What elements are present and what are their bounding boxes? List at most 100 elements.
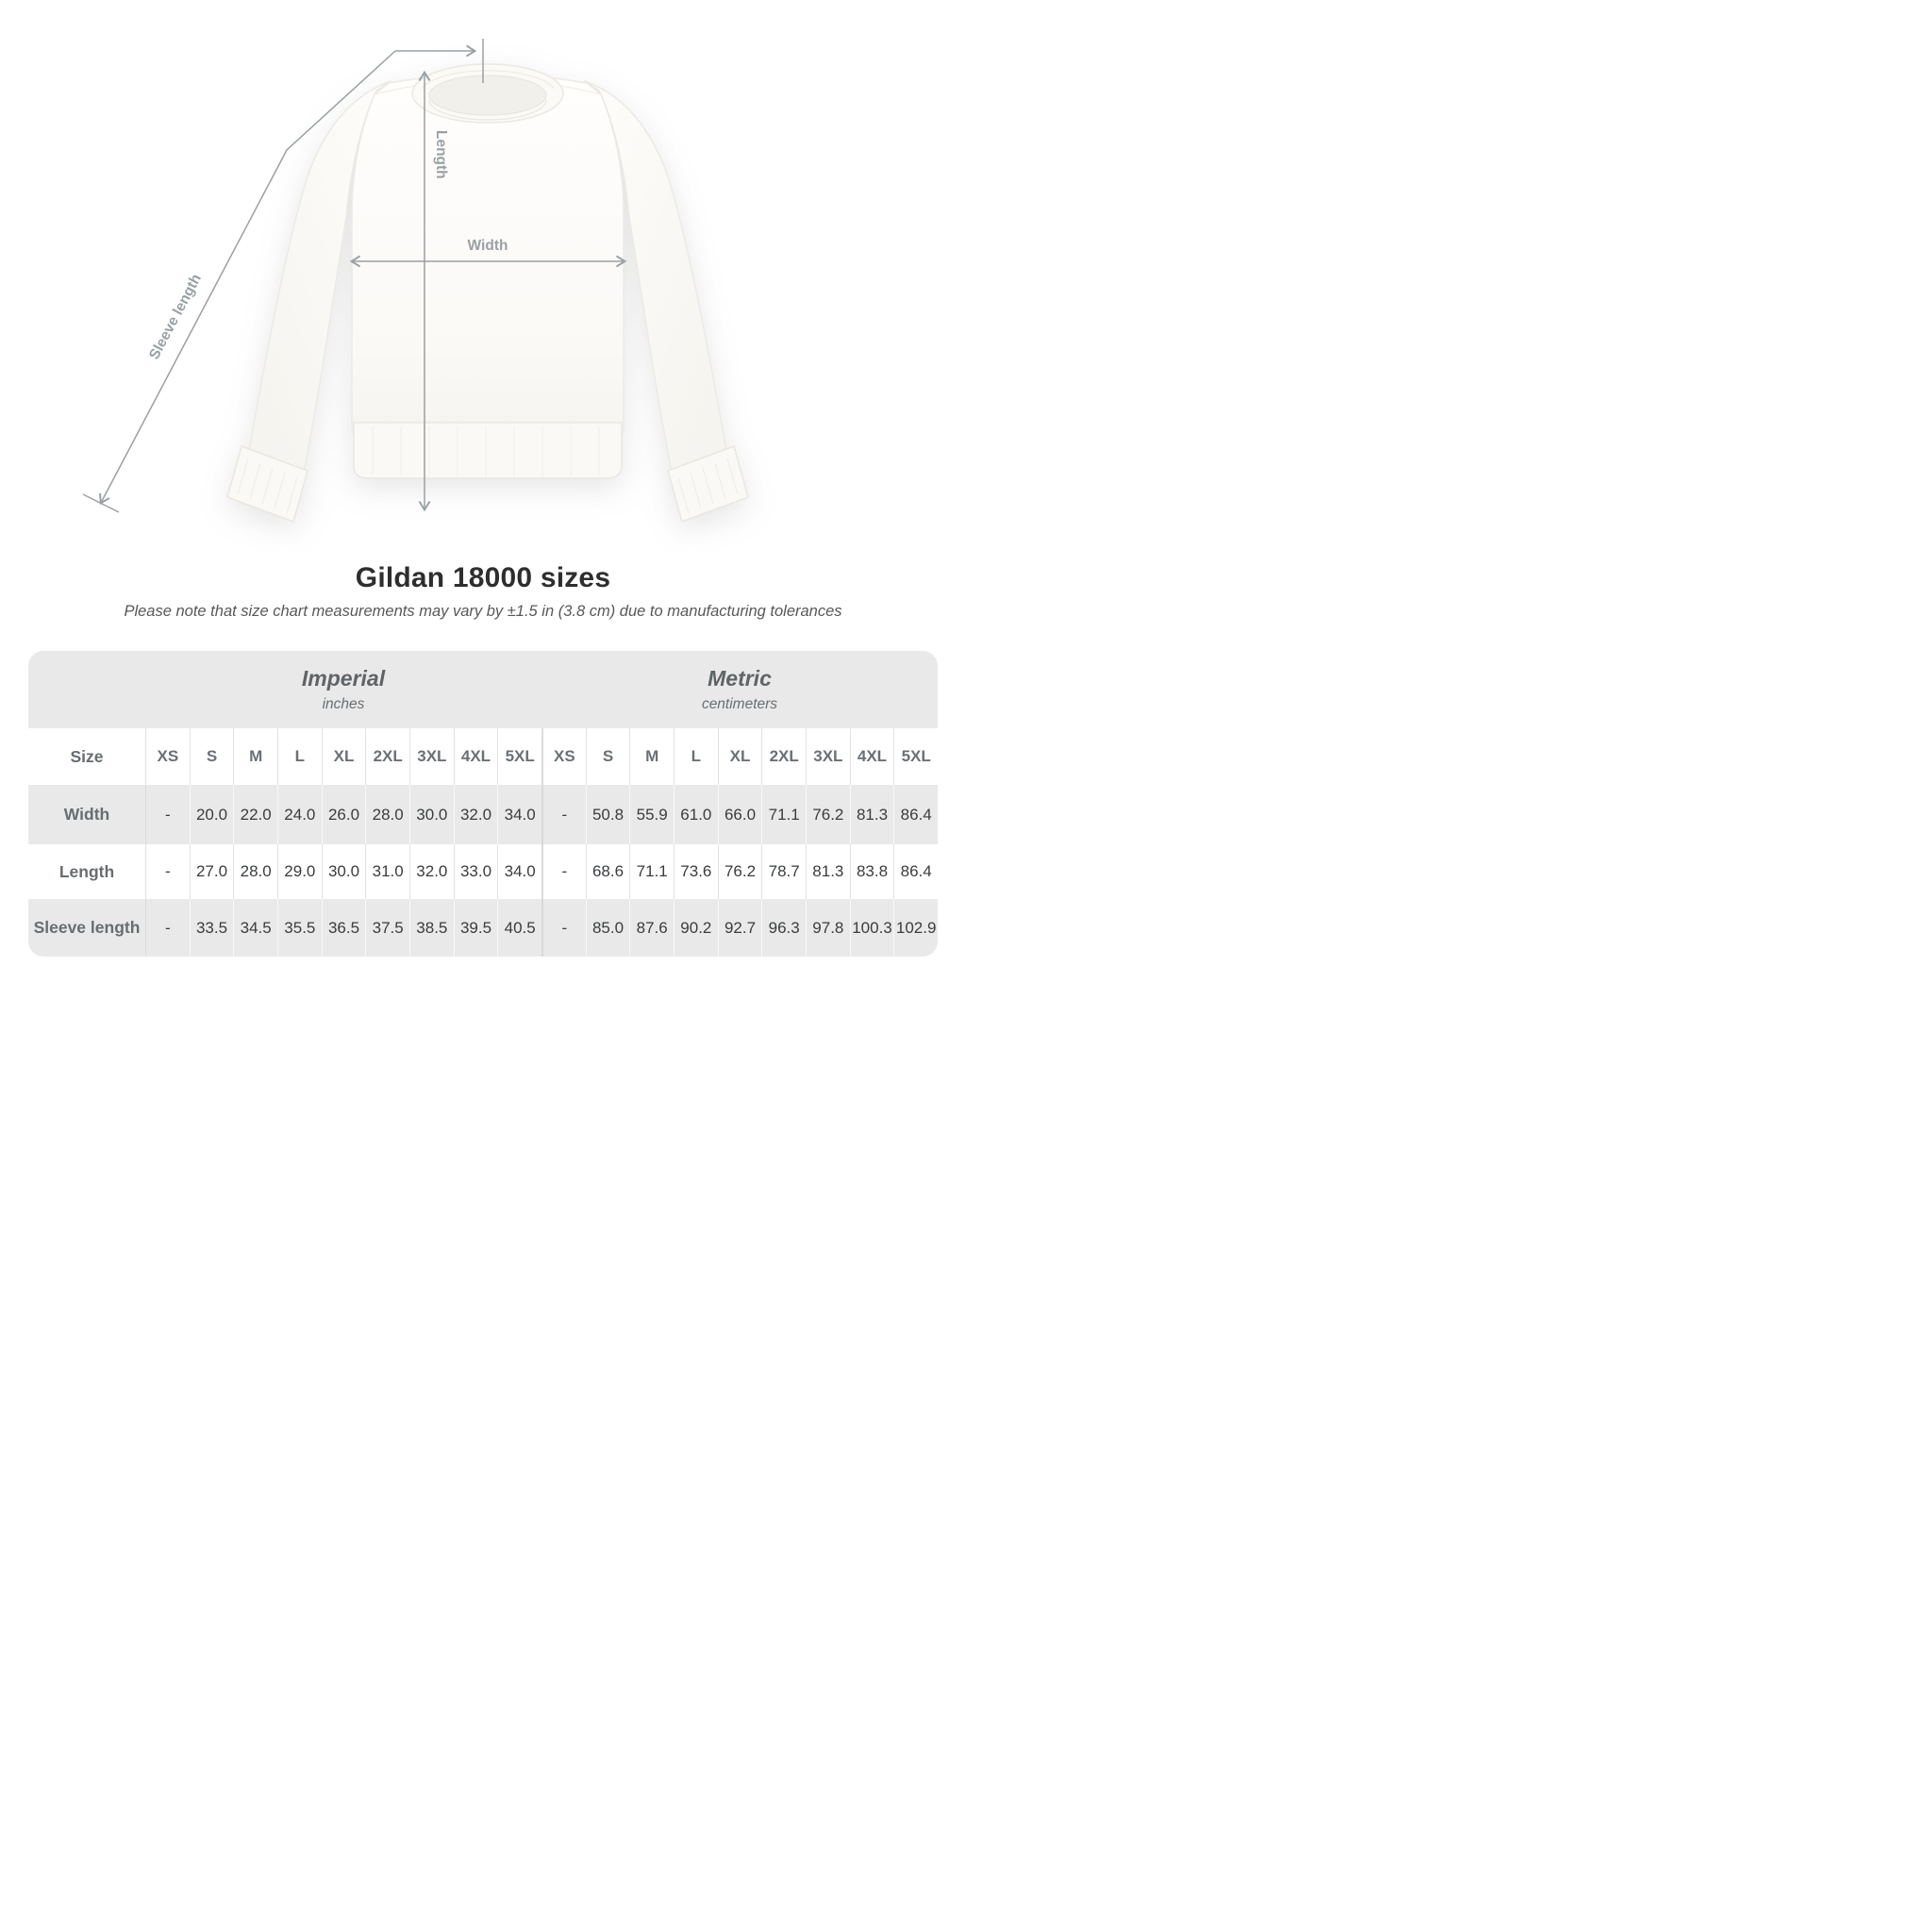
width-label: Width <box>468 238 508 254</box>
width-imperial-s: 20.0 <box>189 785 234 844</box>
width-metric-3xl: 76.2 <box>806 785 850 844</box>
width-metric-xl: 66.0 <box>717 785 762 844</box>
length-row: Length -27.0 28.0 29.0 30.0 31.0 32.0 33.0 34.0-… <box>28 844 938 899</box>
length-imperial-2xl: 31.0 <box>365 844 409 899</box>
measure-label-sleeve-length: Sleeve length <box>33 918 141 937</box>
measure-label-width: Width <box>63 805 110 824</box>
sleeve-length-metric-5xl: 102.9 <box>893 899 938 957</box>
sleeve-length-imperial-l: 35.5 <box>277 899 322 957</box>
title-block: Gildan 18000 sizes Please note that size… <box>0 562 966 621</box>
width-row: Width -20.0 22.0 24.0 26.0 28.0 30.0 32.0 34.0-5… <box>28 785 938 844</box>
sleeve-length-imperial-m: 34.5 <box>233 899 277 957</box>
sleeve-length-imperial-4xl: 39.5 <box>453 899 498 957</box>
metric-label: Metric <box>708 666 772 691</box>
sweatshirt-measurement-diagram: Length Width Sleeve length <box>0 0 966 552</box>
size-header-metric-4xl: 4XL <box>849 728 894 785</box>
page-title: Gildan 18000 sizes <box>355 562 611 593</box>
metric-unit: centimeters <box>701 696 778 712</box>
sleeve-length-imperial-xl: 36.5 <box>321 899 366 957</box>
length-metric-2xl: 78.7 <box>761 844 806 899</box>
width-metric-5xl: 86.4 <box>893 785 938 844</box>
size-chart-table: Imperial inches Metric centimeters Size X… <box>28 651 938 957</box>
length-metric-xl: 76.2 <box>717 844 762 899</box>
length-imperial-l: 29.0 <box>277 844 322 899</box>
width-imperial-xl: 26.0 <box>321 785 366 844</box>
width-metric-xs: - <box>541 785 586 844</box>
sleeve-length-row: Sleeve length -33.5 34.5 35.5 36.5 37.5 38.5 39… <box>28 899 938 957</box>
sleeve-end-tick <box>82 493 120 513</box>
sweatshirt-diagram-svg: Length Width Sleeve length <box>82 39 749 523</box>
sleeve-length-metric-m: 87.6 <box>629 899 674 957</box>
size-header-metric-2xl: 2XL <box>761 728 806 785</box>
size-header-imperial-3xl: 3XL <box>409 728 454 785</box>
size-header-imperial-xs: XS <box>145 728 190 785</box>
sleeve-length-imperial-5xl: 40.5 <box>497 899 541 957</box>
length-imperial-4xl: 33.0 <box>453 844 498 899</box>
sleeve-length-metric-l: 90.2 <box>674 899 718 957</box>
sleeve-length-metric-3xl: 97.8 <box>806 899 850 957</box>
width-imperial-m: 22.0 <box>233 785 277 844</box>
length-metric-xs: - <box>541 844 586 899</box>
size-header-imperial-s: S <box>189 728 234 785</box>
metric-unit-group: Metric centimeters <box>541 666 938 713</box>
width-imperial-3xl: 30.0 <box>409 785 454 844</box>
sleeve-length-metric-xs: - <box>541 899 586 957</box>
size-header-imperial-m: M <box>233 728 277 785</box>
sleeve-length-label: Sleeve length <box>146 272 205 362</box>
width-imperial-4xl: 32.0 <box>453 785 498 844</box>
width-imperial-l: 24.0 <box>277 785 322 844</box>
size-column-header: Size <box>70 746 104 766</box>
length-imperial-3xl: 32.0 <box>409 844 454 899</box>
length-metric-m: 71.1 <box>629 844 674 899</box>
sweatshirt-body <box>351 74 625 442</box>
size-header-imperial-l: L <box>277 728 322 785</box>
size-header-imperial-4xl: 4XL <box>453 728 498 785</box>
unit-header-row: Imperial inches Metric centimeters <box>28 651 938 728</box>
width-metric-4xl: 81.3 <box>849 785 894 844</box>
size-header-row: Size XS S M L XL 2XL 3XL 4XL 5XL XS S M L XL 2XL 3XL 4XL 5… <box>28 728 938 785</box>
width-metric-l: 61.0 <box>674 785 718 844</box>
sleeve-length-metric-xl: 92.7 <box>717 899 762 957</box>
size-header-metric-xs: XS <box>541 728 586 785</box>
size-header-metric-xl: XL <box>717 728 762 785</box>
length-imperial-xl: 30.0 <box>321 844 366 899</box>
length-imperial-5xl: 34.0 <box>497 844 541 899</box>
size-header-metric-s: S <box>585 728 630 785</box>
width-imperial-2xl: 28.0 <box>365 785 409 844</box>
length-metric-s: 68.6 <box>585 844 630 899</box>
sleeve-length-metric-4xl: 100.3 <box>849 899 894 957</box>
sleeve-length-metric-s: 85.0 <box>585 899 630 957</box>
length-metric-3xl: 81.3 <box>806 844 850 899</box>
length-imperial-s: 27.0 <box>189 844 234 899</box>
size-header-metric-5xl: 5XL <box>893 728 938 785</box>
width-imperial-5xl: 34.0 <box>497 785 541 844</box>
size-header-metric-l: L <box>674 728 718 785</box>
length-imperial-xs: - <box>145 844 190 899</box>
sleeve-length-metric-2xl: 96.3 <box>761 899 806 957</box>
length-metric-l: 73.6 <box>674 844 718 899</box>
sleeve-measure-line <box>99 50 396 506</box>
length-metric-5xl: 86.4 <box>893 844 938 899</box>
measure-label-length: Length <box>58 861 115 881</box>
tolerance-note: Please note that size chart measurements… <box>124 603 842 620</box>
size-chart-page: Length Width Sleeve length Gildan 18000 … <box>0 0 966 966</box>
width-metric-m: 55.9 <box>629 785 674 844</box>
length-imperial-m: 28.0 <box>233 844 277 899</box>
sleeve-length-imperial-s: 33.5 <box>189 899 234 957</box>
sleeve-length-imperial-xs: - <box>145 899 190 957</box>
sleeve-length-imperial-2xl: 37.5 <box>365 899 409 957</box>
length-metric-4xl: 83.8 <box>849 844 894 899</box>
width-imperial-xs: - <box>145 785 190 844</box>
imperial-label: Imperial <box>301 666 386 691</box>
width-metric-2xl: 71.1 <box>761 785 806 844</box>
size-header-imperial-xl: XL <box>321 728 366 785</box>
size-header-metric-m: M <box>629 728 674 785</box>
sleeve-length-imperial-3xl: 38.5 <box>409 899 454 957</box>
size-header-imperial-2xl: 2XL <box>365 728 409 785</box>
width-metric-s: 50.8 <box>585 785 630 844</box>
size-header-imperial-5xl: 5XL <box>497 728 541 785</box>
hem-band <box>353 422 623 479</box>
imperial-unit-group: Imperial inches <box>145 666 541 713</box>
length-label: Length <box>433 130 449 179</box>
imperial-unit: inches <box>322 696 365 712</box>
